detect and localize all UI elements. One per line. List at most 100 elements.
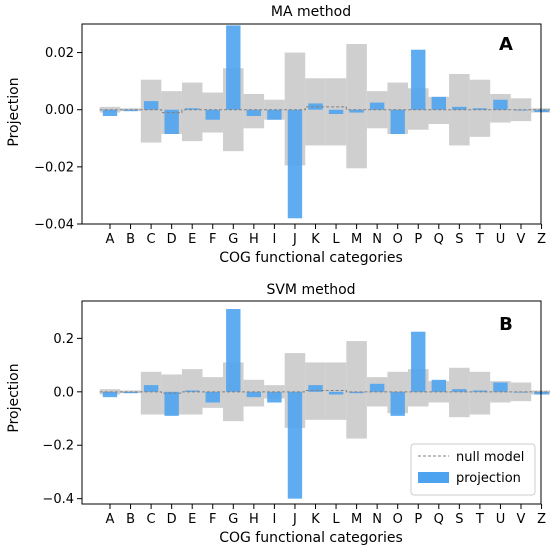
- projection-bar-O: [390, 391, 405, 416]
- projection-bar-P: [411, 331, 426, 392]
- null-band-M: [346, 44, 367, 169]
- projection-bar-N: [369, 383, 385, 392]
- null-band-L: [325, 362, 347, 420]
- projection-bar-I: [267, 391, 282, 403]
- y-ticks: 0.02 0.00 −0.02 −0.04: [34, 46, 82, 233]
- projection-bar-E: [185, 108, 200, 110]
- projection-bar-S: [452, 389, 467, 392]
- x-tick-label: I: [272, 232, 276, 247]
- x-tick-label: A: [106, 512, 115, 527]
- x-tick-label: J: [292, 512, 297, 527]
- projection-bar-B: [123, 109, 138, 112]
- projection-bar-Q: [431, 379, 446, 392]
- panel-label: B: [499, 314, 513, 335]
- projection-bar-B: [123, 391, 138, 394]
- projection-bar-C: [143, 385, 159, 392]
- x-tick-label: B: [126, 512, 135, 527]
- x-axis-label: COG functional categories: [219, 250, 403, 266]
- plot-frame: [81, 23, 542, 225]
- x-tick-label: F: [209, 512, 216, 527]
- x-tick-label: G: [228, 232, 238, 247]
- x-tick-label: A: [106, 232, 115, 247]
- y-tick-label: −0.4: [42, 492, 74, 507]
- projection-bar-M: [349, 109, 364, 113]
- chart-title: SVM method: [266, 282, 355, 298]
- projection-bar-G: [226, 25, 241, 110]
- projection-bar-A: [102, 391, 118, 398]
- legend-projection-label: projection: [456, 471, 521, 486]
- y-tick-label: −0.04: [34, 218, 74, 233]
- null-band-K: [305, 78, 326, 146]
- null-band-M: [346, 341, 367, 439]
- projection-bar-F: [205, 109, 220, 120]
- projection-bar-T: [472, 390, 488, 392]
- projection-bar-K: [308, 103, 323, 110]
- panel-b: SVM method Projection COG functional cat…: [6, 282, 550, 546]
- x-tick-label: C: [147, 232, 156, 247]
- projection-bar-O: [390, 109, 405, 134]
- x-tick-label: V: [517, 512, 526, 527]
- x-tick-label: U: [496, 232, 506, 247]
- plot-frame: [81, 300, 542, 505]
- legend-null-model-label: null model: [456, 450, 524, 465]
- projection-bar-D: [164, 391, 179, 416]
- projection-bar-G: [226, 309, 241, 392]
- null-band-N: [366, 91, 388, 129]
- projection-bar-J: [287, 109, 303, 219]
- x-tick-label: B: [126, 232, 135, 247]
- x-tick-label: Q: [434, 512, 444, 527]
- x-tick-label: P: [414, 232, 422, 247]
- y-ticks: 0.2 0.0 −0.2 −0.4: [42, 332, 82, 507]
- projection-bar-H: [246, 391, 262, 398]
- x-tick-label: S: [455, 232, 463, 247]
- projection-bar-P: [411, 49, 426, 110]
- x-tick-label: V: [517, 232, 526, 247]
- projection-bar-L: [328, 391, 344, 395]
- projection-bar-Z: [534, 109, 549, 112]
- panel-label: A: [499, 34, 513, 55]
- projection-bar-Z: [534, 391, 549, 395]
- null-band-layer: [99, 44, 550, 169]
- y-tick-label: −0.02: [34, 160, 74, 175]
- projection-bar-E: [185, 390, 200, 392]
- projection-bar-U: [493, 382, 508, 392]
- x-tick-label: E: [188, 512, 196, 527]
- null-band-T: [469, 371, 491, 415]
- y-axis-label: Projection: [6, 77, 22, 146]
- x-tick-label: L: [332, 232, 340, 247]
- y-tick-label: 0.2: [53, 332, 74, 347]
- x-axis-label: COG functional categories: [219, 530, 403, 546]
- x-tick-label: D: [167, 512, 177, 527]
- null-line-layer: [99, 106, 550, 114]
- panel-a: MA method Projection COG functional cate…: [6, 4, 550, 266]
- y-tick-label: 0.0: [53, 385, 74, 400]
- null-band-S: [449, 367, 470, 418]
- legend: null model projection: [410, 443, 536, 496]
- null-line-layer: [99, 389, 550, 394]
- projection-bar-H: [246, 109, 262, 116]
- null-band-layer: [99, 341, 550, 439]
- x-tick-label: N: [372, 512, 382, 527]
- x-tick-label: E: [188, 232, 196, 247]
- x-tick-label: K: [311, 232, 320, 247]
- projection-bar-M: [349, 391, 364, 394]
- x-tick-label: U: [496, 512, 506, 527]
- null-band-C: [140, 79, 162, 143]
- x-tick-label: K: [311, 512, 320, 527]
- projection-bar-layer: [102, 309, 549, 499]
- x-tick-label: T: [475, 232, 484, 247]
- x-tick-label: Q: [434, 232, 444, 247]
- null-band-E: [181, 82, 203, 142]
- projection-bar-J: [287, 391, 303, 499]
- projection-bar-I: [267, 109, 282, 120]
- x-tick-label: L: [332, 512, 340, 527]
- projection-bar-A: [102, 109, 118, 116]
- null-model-line: [99, 389, 550, 394]
- x-tick-label: D: [167, 232, 177, 247]
- x-tick-label: Z: [537, 512, 546, 527]
- projection-bar-S: [452, 106, 467, 110]
- projection-bar-T: [472, 108, 488, 110]
- projection-bar-N: [369, 102, 385, 110]
